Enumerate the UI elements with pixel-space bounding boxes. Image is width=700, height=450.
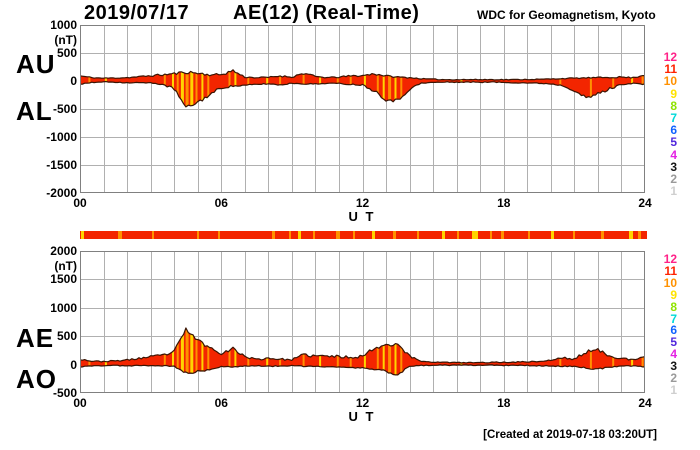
- x-tick-label: 06: [214, 196, 228, 210]
- activity-stripe: [551, 231, 554, 239]
- station-count-label: 4: [670, 147, 677, 162]
- axis-label-ae: AE: [16, 323, 55, 353]
- station-count-label: 1: [670, 382, 677, 397]
- activity-stripe: [416, 231, 419, 239]
- activity-stripe: [312, 231, 315, 239]
- x-axis-title-bottom: U T: [348, 409, 376, 424]
- source-credit: WDC for Geomagnetism, Kyoto: [477, 8, 656, 22]
- x-tick-label: 24: [638, 196, 652, 210]
- station-count-label: 8: [670, 299, 677, 314]
- y-tick-label: 500: [56, 329, 77, 344]
- y-tick-label: 1000: [50, 300, 77, 315]
- y-tick-label: 500: [56, 46, 77, 60]
- activity-stripe: [335, 231, 340, 239]
- activity-stripe: [600, 231, 604, 239]
- created-timestamp: [Created at 2019-07-18 03:20UT]: [483, 429, 657, 441]
- station-count-label: 10: [663, 74, 677, 89]
- station-count-label: 12: [663, 50, 677, 64]
- unit-label-bottom: (nT): [54, 259, 77, 273]
- station-count-label: 4: [670, 347, 677, 362]
- y-tick-label: 1000: [50, 18, 77, 32]
- station-count-label: 9: [670, 86, 677, 101]
- station-count-label: 2: [670, 172, 677, 186]
- station-count-label: 6: [670, 323, 677, 338]
- plot-date: 2019/07/17: [84, 2, 190, 24]
- y-tick-label: -1000: [46, 130, 77, 144]
- x-tick-label: 24: [638, 396, 652, 410]
- activity-stripe: [392, 231, 396, 239]
- unit-label-top: (nT): [54, 33, 77, 47]
- station-count-label: 11: [664, 62, 677, 77]
- activity-stripe: [572, 231, 575, 239]
- x-tick-label: 18: [497, 196, 511, 210]
- y-tick-label: 0: [70, 74, 77, 88]
- activity-stripe: [218, 231, 221, 239]
- y-tick-label: 1500: [50, 272, 77, 287]
- station-count-label: 7: [670, 111, 677, 125]
- x-tick-label: 00: [73, 196, 87, 210]
- activity-stripe: [501, 231, 505, 239]
- y-tick-label: 2000: [50, 244, 77, 258]
- activity-stripe: [457, 231, 459, 239]
- station-count-label: 10: [663, 275, 677, 290]
- activity-stripe: [490, 231, 493, 239]
- x-tick-label: 12: [355, 396, 370, 410]
- activity-stripe: [118, 231, 123, 239]
- activity-stripe: [289, 231, 292, 239]
- x-axis-title-top: U T: [348, 209, 376, 224]
- y-tick-label: -500: [52, 102, 77, 116]
- plot-title: AE(12) (Real-Time): [233, 2, 420, 24]
- activity-stripe: [152, 231, 155, 239]
- activity-stripe: [197, 231, 200, 239]
- activity-stripe: [272, 231, 276, 239]
- y-tick-label: -500: [52, 386, 77, 400]
- activity-stripe: [353, 231, 356, 239]
- axis-label-ao: AO: [16, 364, 57, 394]
- activity-stripe: [298, 231, 302, 239]
- y-tick-label: 0: [70, 357, 77, 372]
- station-count-label: 11: [664, 263, 677, 278]
- activity-stripe: [442, 231, 446, 239]
- station-count-label: 5: [670, 335, 677, 350]
- station-count-label: 9: [670, 287, 677, 302]
- station-count-label: 3: [670, 359, 677, 374]
- activity-stripe: [628, 231, 633, 239]
- x-tick-label: 18: [497, 396, 511, 410]
- y-tick-label: -2000: [46, 186, 77, 200]
- x-tick-label: 06: [214, 396, 228, 410]
- station-count-label: 8: [670, 98, 677, 113]
- activity-stripe: [371, 231, 375, 239]
- station-activity-bar: [80, 231, 647, 239]
- station-count-label: 1: [670, 184, 677, 199]
- activity-stripe: [471, 231, 478, 239]
- x-tick-label: 12: [355, 196, 370, 210]
- axis-label-al: AL: [16, 96, 53, 126]
- activity-stripe: [81, 231, 85, 239]
- x-tick-label: 00: [73, 396, 87, 410]
- station-count-label: 3: [670, 159, 677, 174]
- station-count-label: 5: [670, 135, 677, 150]
- ae-ao-chart: [80, 251, 645, 393]
- station-count-label: 12: [663, 252, 677, 266]
- y-tick-label: -1500: [46, 158, 77, 172]
- station-count-label: 6: [670, 123, 677, 138]
- axis-label-au: AU: [16, 49, 56, 79]
- activity-stripe: [638, 231, 642, 239]
- activity-stripe: [527, 231, 530, 239]
- station-count-label: 2: [670, 371, 677, 385]
- station-count-label: 7: [670, 311, 677, 326]
- au-al-chart: [80, 25, 645, 193]
